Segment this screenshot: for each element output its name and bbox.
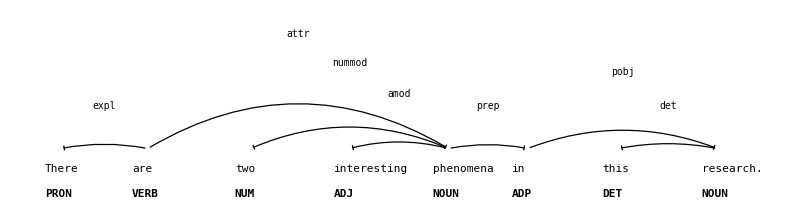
- Text: PRON: PRON: [45, 189, 72, 199]
- Text: ADP: ADP: [511, 189, 532, 199]
- Text: are: are: [132, 164, 152, 174]
- Text: NOUN: NOUN: [433, 189, 460, 199]
- Text: VERB: VERB: [132, 189, 159, 199]
- Text: ADJ: ADJ: [333, 189, 354, 199]
- Text: pobj: pobj: [611, 67, 634, 77]
- Text: DET: DET: [603, 189, 623, 199]
- Text: interesting: interesting: [333, 164, 408, 174]
- Text: expl: expl: [92, 101, 116, 111]
- Text: this: this: [603, 164, 630, 174]
- Text: phenomena: phenomena: [433, 164, 493, 174]
- Text: two: two: [235, 164, 255, 174]
- Text: There: There: [45, 164, 79, 174]
- Text: in: in: [511, 164, 525, 174]
- Text: nummod: nummod: [332, 58, 367, 68]
- Text: NOUN: NOUN: [702, 189, 729, 199]
- Text: prep: prep: [476, 101, 499, 111]
- Text: amod: amod: [387, 89, 410, 98]
- Text: det: det: [659, 101, 676, 111]
- Text: research.: research.: [702, 164, 762, 174]
- Text: attr: attr: [287, 29, 310, 39]
- Text: NUM: NUM: [235, 189, 255, 199]
